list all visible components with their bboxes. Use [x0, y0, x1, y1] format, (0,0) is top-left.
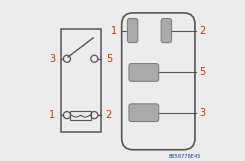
FancyBboxPatch shape: [129, 64, 159, 81]
Bar: [71, 111, 91, 120]
FancyBboxPatch shape: [161, 19, 172, 43]
Text: 3: 3: [49, 54, 56, 64]
Text: 5: 5: [199, 67, 205, 77]
Text: 2: 2: [106, 110, 112, 120]
Text: 1: 1: [49, 110, 56, 120]
Text: 1: 1: [111, 26, 117, 36]
Text: 3: 3: [199, 108, 205, 118]
Text: B050778E45: B050778E45: [168, 154, 201, 159]
Text: 5: 5: [106, 54, 112, 64]
FancyBboxPatch shape: [129, 104, 159, 122]
Text: 2: 2: [199, 26, 205, 36]
Bar: [61, 29, 101, 132]
FancyBboxPatch shape: [127, 19, 138, 43]
